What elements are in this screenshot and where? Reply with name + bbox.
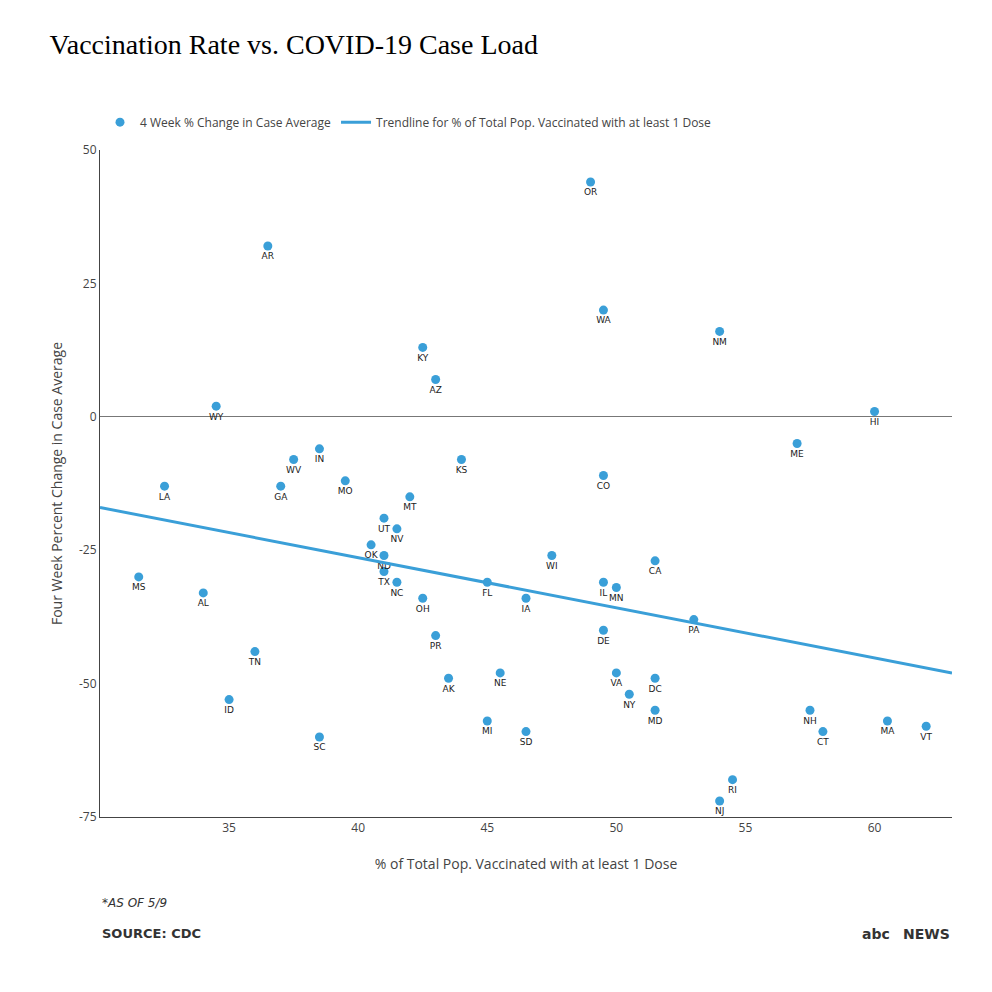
svg-text:AZ: AZ — [429, 385, 441, 395]
svg-text:35: 35 — [222, 819, 236, 836]
svg-text:UT: UT — [378, 524, 391, 534]
svg-text:GA: GA — [274, 492, 288, 502]
svg-text:MD: MD — [648, 716, 663, 726]
svg-text:PA: PA — [688, 625, 700, 635]
svg-text:DC: DC — [648, 684, 661, 694]
svg-text:-75: -75 — [79, 808, 97, 825]
svg-text:RI: RI — [728, 785, 737, 795]
svg-text:55: 55 — [739, 819, 753, 836]
svg-text:NEWS: NEWS — [903, 926, 950, 942]
svg-text:MS: MS — [132, 582, 146, 592]
svg-text:WY: WY — [209, 412, 224, 422]
svg-text:WI: WI — [546, 561, 558, 571]
svg-text:IA: IA — [522, 604, 532, 614]
svg-text:SD: SD — [520, 737, 533, 747]
svg-text:Trendline for % of Total Pop.: Trendline for % of Total Pop. Vaccinated… — [376, 114, 711, 131]
svg-text:IL: IL — [600, 588, 608, 598]
svg-text:LA: LA — [159, 492, 171, 502]
svg-text:4 Week % Change in Case Averag: 4 Week % Change in Case Average — [140, 114, 331, 131]
svg-text:-25: -25 — [79, 541, 97, 558]
svg-text:AK: AK — [443, 684, 456, 694]
svg-text:HI: HI — [870, 417, 879, 427]
svg-text:PR: PR — [430, 641, 442, 651]
svg-text:40: 40 — [351, 819, 365, 836]
svg-text:AR: AR — [262, 251, 274, 261]
svg-text:WA: WA — [596, 315, 611, 325]
svg-text:NC: NC — [390, 588, 403, 598]
svg-text:DE: DE — [597, 636, 610, 646]
svg-text:NE: NE — [494, 678, 507, 688]
svg-text:WV: WV — [286, 465, 302, 475]
svg-text:OK: OK — [365, 550, 379, 560]
svg-text:abc: abc — [862, 926, 890, 942]
svg-text:TN: TN — [248, 657, 261, 667]
svg-text:-50: -50 — [79, 675, 97, 692]
svg-text:NV: NV — [390, 534, 404, 544]
svg-text:OH: OH — [416, 604, 430, 614]
svg-text:AL: AL — [198, 598, 209, 608]
svg-text:50: 50 — [83, 141, 97, 158]
svg-text:MI: MI — [482, 726, 492, 736]
svg-text:MN: MN — [609, 593, 624, 603]
svg-text:TX: TX — [377, 577, 390, 587]
svg-text:MO: MO — [338, 486, 353, 496]
svg-text:FL: FL — [482, 588, 492, 598]
svg-text:ND: ND — [377, 561, 391, 571]
svg-text:VA: VA — [610, 678, 623, 688]
svg-text:Four Week Percent Change in Ca: Four Week Percent Change in Case Average — [47, 342, 66, 625]
svg-text:CT: CT — [817, 737, 829, 747]
svg-text:VT: VT — [920, 732, 932, 742]
svg-text:CA: CA — [649, 566, 662, 576]
svg-text:IN: IN — [315, 454, 324, 464]
svg-text:ME: ME — [790, 449, 804, 459]
svg-text:SOURCE: CDC: SOURCE: CDC — [102, 926, 201, 941]
svg-text:50: 50 — [609, 819, 623, 836]
svg-text:SC: SC — [313, 742, 325, 752]
svg-text:NJ: NJ — [715, 806, 724, 816]
svg-text:NM: NM — [712, 337, 727, 347]
svg-text:0: 0 — [90, 408, 97, 425]
svg-text:45: 45 — [480, 819, 494, 836]
svg-text:NY: NY — [623, 700, 636, 710]
svg-text:MT: MT — [403, 502, 417, 512]
svg-text:*AS OF 5/9: *AS OF 5/9 — [102, 896, 167, 910]
svg-text:MA: MA — [880, 726, 895, 736]
svg-text:OR: OR — [584, 187, 597, 197]
svg-text:25: 25 — [83, 275, 97, 292]
svg-text:Vaccination Rate vs. COVID-19: Vaccination Rate vs. COVID-19 Case Load — [50, 29, 538, 60]
svg-text:CO: CO — [597, 481, 610, 491]
svg-text:KY: KY — [417, 353, 429, 363]
svg-text:KS: KS — [456, 465, 468, 475]
svg-text:% of Total Pop. Vaccinated wit: % of Total Pop. Vaccinated with at least… — [375, 854, 678, 873]
svg-text:NH: NH — [803, 716, 817, 726]
svg-text:ID: ID — [224, 705, 234, 715]
svg-text:60: 60 — [868, 819, 882, 836]
